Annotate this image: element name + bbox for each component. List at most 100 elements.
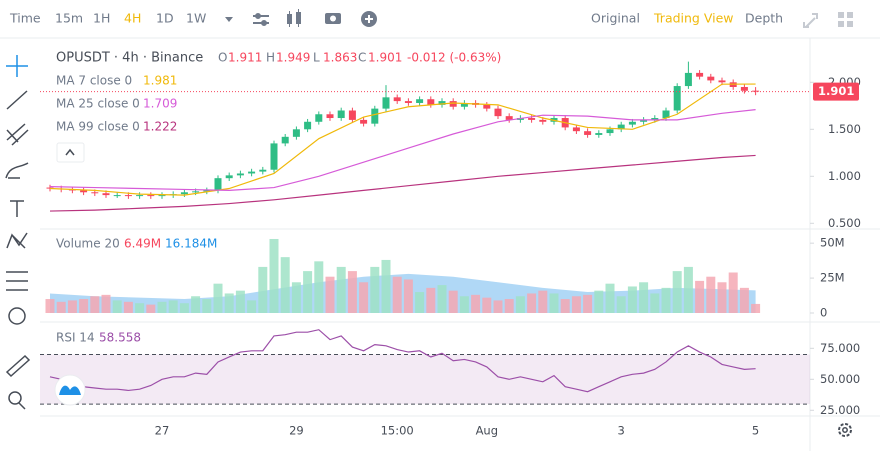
volume-bar bbox=[247, 300, 257, 313]
zoom-tool[interactable] bbox=[8, 391, 22, 405]
rsi-legend-name: RSI 14 bbox=[56, 331, 95, 345]
volume-bar bbox=[751, 303, 761, 313]
volume-bar bbox=[583, 294, 593, 313]
view-button[interactable]: Trading View bbox=[653, 11, 734, 26]
interval-button[interactable]: 4H bbox=[124, 11, 141, 26]
volume-bar bbox=[605, 283, 615, 313]
volume-legend-value: 6.49M bbox=[124, 237, 161, 251]
candle-body bbox=[259, 169, 267, 172]
volume-bar bbox=[493, 300, 503, 313]
candle-body bbox=[696, 72, 704, 77]
emoji-tool[interactable] bbox=[8, 307, 26, 325]
settings-icon[interactable] bbox=[838, 423, 852, 437]
candle-body bbox=[505, 116, 513, 120]
candle-body bbox=[281, 136, 289, 144]
candle-body bbox=[158, 195, 166, 197]
chart-type-icon[interactable] bbox=[287, 9, 301, 27]
volume-bar bbox=[146, 304, 156, 313]
indicator-icon[interactable] bbox=[253, 13, 269, 26]
screenshot-icon[interactable] bbox=[325, 13, 341, 24]
candle-body bbox=[348, 110, 356, 120]
ma-legend-name: MA 99 close 0 bbox=[56, 120, 140, 134]
candle-body bbox=[124, 195, 132, 197]
candle-body bbox=[528, 118, 536, 120]
volume-bar bbox=[347, 271, 357, 313]
y-tick-label: 75.000 bbox=[820, 341, 860, 355]
candle-body bbox=[180, 192, 188, 195]
y-tick-label: 0 bbox=[820, 306, 827, 320]
candle-body bbox=[483, 104, 491, 109]
layout-icon[interactable] bbox=[838, 12, 853, 27]
candle-body bbox=[136, 195, 144, 197]
fib-tool[interactable] bbox=[6, 123, 29, 146]
ma-legend-name: MA 7 close 0 bbox=[56, 74, 132, 88]
volume-bar bbox=[459, 296, 469, 313]
brush-tool[interactable] bbox=[5, 162, 29, 179]
volume-bar bbox=[504, 299, 514, 313]
view-button[interactable]: Depth bbox=[745, 11, 783, 26]
candle-body bbox=[584, 131, 592, 135]
candle-body bbox=[337, 110, 345, 119]
fullscreen-icon[interactable] bbox=[803, 13, 818, 28]
volume-bar bbox=[168, 300, 178, 313]
candle-body bbox=[404, 101, 412, 103]
interval-button[interactable]: 1D bbox=[156, 11, 174, 26]
y-tick-label: 50.000 bbox=[820, 372, 860, 386]
crosshair-tool[interactable] bbox=[6, 55, 28, 77]
candle-body bbox=[673, 86, 681, 111]
line-tool[interactable] bbox=[6, 90, 28, 110]
candle-body bbox=[617, 124, 625, 130]
x-tick-label: 27 bbox=[155, 424, 170, 438]
candle-body bbox=[718, 80, 726, 83]
collapse-button[interactable] bbox=[56, 142, 85, 163]
ma-legend-value: 1.981 bbox=[143, 74, 177, 88]
candle-body bbox=[102, 193, 110, 196]
candle-body bbox=[203, 190, 211, 192]
candle-body bbox=[236, 173, 244, 176]
interval-button[interactable]: 15m bbox=[55, 11, 83, 26]
candle-body bbox=[192, 191, 200, 193]
candle-body bbox=[707, 76, 715, 81]
text-tool[interactable] bbox=[10, 200, 24, 217]
candle-body bbox=[270, 143, 278, 170]
ma-legend-value: 1.709 bbox=[143, 97, 177, 111]
volume-bar bbox=[426, 287, 436, 313]
interval-button[interactable]: 1H bbox=[93, 11, 110, 26]
add-icon[interactable] bbox=[361, 11, 377, 27]
x-tick-label: 29 bbox=[289, 424, 304, 438]
volume-bar bbox=[538, 290, 548, 313]
price-change: -0.012 (-0.63%) bbox=[407, 51, 501, 65]
pattern-tool[interactable] bbox=[6, 232, 28, 249]
ohlc-label: O bbox=[218, 51, 227, 65]
view-button[interactable]: Original bbox=[591, 11, 640, 26]
volume-bar bbox=[594, 290, 604, 313]
interval-button[interactable]: Time bbox=[9, 11, 41, 26]
symbol-title: OPUSDT · 4h · Binance bbox=[56, 51, 203, 66]
candle-body bbox=[80, 190, 88, 193]
volume-bar bbox=[336, 266, 346, 313]
volume-bar bbox=[706, 276, 716, 313]
volume-bar bbox=[728, 272, 738, 313]
volume-bar bbox=[392, 276, 402, 313]
volume-bar bbox=[661, 287, 671, 313]
candle-body bbox=[684, 72, 692, 87]
candle-body bbox=[248, 171, 256, 174]
candle-body bbox=[360, 119, 368, 124]
toolbar bbox=[225, 9, 853, 28]
candle-body bbox=[539, 119, 547, 122]
candle-body bbox=[147, 195, 155, 197]
candle-body bbox=[393, 97, 401, 102]
volume-bar bbox=[291, 282, 301, 313]
candle-body bbox=[460, 102, 468, 107]
ma-line bbox=[49, 109, 756, 192]
candle-body bbox=[595, 133, 603, 135]
measure-tool[interactable] bbox=[6, 271, 28, 291]
drawing-tools bbox=[5, 55, 31, 410]
interval-dropdown[interactable] bbox=[225, 17, 233, 22]
volume-bar bbox=[269, 238, 279, 313]
interval-button[interactable]: 1W bbox=[186, 11, 206, 26]
ruler-tool[interactable] bbox=[5, 354, 31, 378]
rsi-legend-value: 58.558 bbox=[99, 331, 141, 345]
candle-body bbox=[304, 121, 312, 130]
